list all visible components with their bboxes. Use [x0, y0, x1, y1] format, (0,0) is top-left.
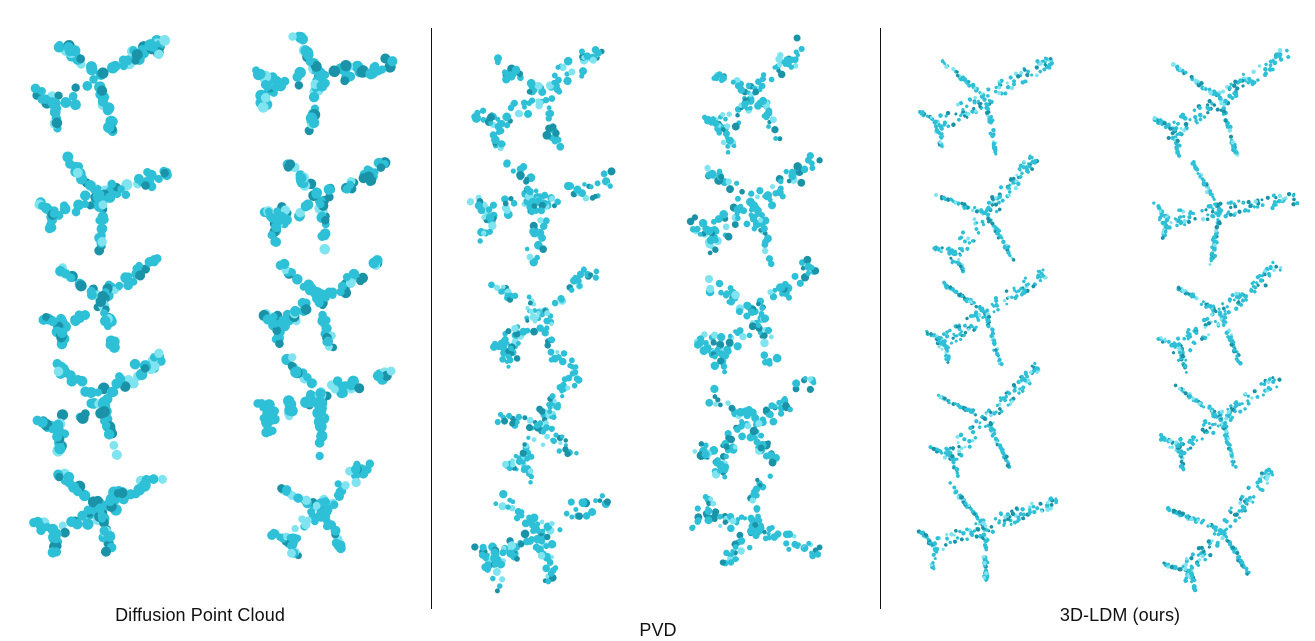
airplane-point-cloud-icon — [10, 338, 200, 453]
airplane-point-cloud-icon — [660, 473, 860, 588]
airplane-point-cloud-icon — [445, 253, 645, 368]
airplane-point-cloud-icon — [10, 18, 200, 133]
airplane-point-cloud-icon — [1125, 153, 1315, 268]
airplane-point-cloud-icon — [890, 153, 1090, 268]
airplane-point-cloud-icon — [445, 363, 645, 478]
airplane-point-cloud-icon — [660, 143, 860, 258]
airplane-point-cloud-icon — [10, 138, 200, 253]
airplane-point-cloud-icon — [660, 363, 860, 478]
airplane-point-cloud-icon — [230, 138, 420, 253]
airplane-point-cloud-icon — [10, 448, 200, 563]
airplane-point-cloud-icon — [890, 38, 1090, 153]
airplane-point-cloud-icon — [1125, 38, 1315, 153]
airplane-point-cloud-icon — [660, 33, 860, 148]
caption-3d-ldm: 3D-LDM (ours) — [1060, 605, 1180, 626]
airplane-point-cloud-icon — [890, 253, 1090, 368]
caption-diffusion-point-cloud: Diffusion Point Cloud — [115, 605, 285, 626]
airplane-point-cloud-icon — [230, 18, 420, 133]
panel-divider-left — [431, 28, 432, 609]
airplane-point-cloud-icon — [890, 468, 1090, 583]
airplane-point-cloud-icon — [230, 338, 420, 453]
airplane-point-cloud-icon — [660, 253, 860, 368]
airplane-point-cloud-icon — [1125, 468, 1315, 583]
airplane-point-cloud-icon — [230, 448, 420, 563]
panel-divider-right — [880, 28, 881, 609]
airplane-point-cloud-icon — [10, 238, 200, 353]
airplane-point-cloud-icon — [445, 473, 645, 588]
airplane-point-cloud-icon — [230, 238, 420, 353]
airplane-point-cloud-icon — [445, 33, 645, 148]
airplane-point-cloud-icon — [1125, 253, 1315, 368]
airplane-point-cloud-icon — [1125, 358, 1315, 473]
airplane-point-cloud-icon — [890, 358, 1090, 473]
airplane-point-cloud-icon — [445, 143, 645, 258]
